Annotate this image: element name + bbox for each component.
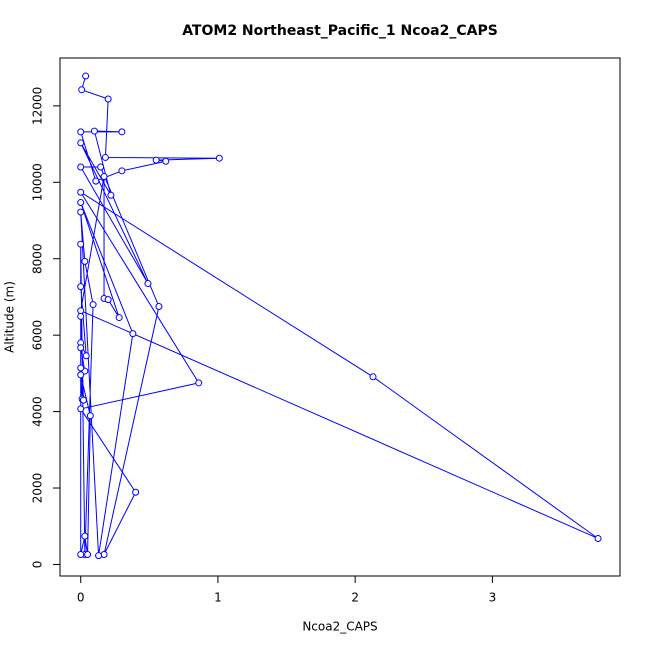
data-point bbox=[104, 296, 112, 304]
data-point bbox=[77, 208, 85, 216]
chart-title: ATOM2 Northeast_Pacific_1 Ncoa2_CAPS bbox=[182, 23, 498, 39]
data-point bbox=[129, 330, 137, 338]
data-point bbox=[100, 551, 108, 559]
data-point bbox=[77, 283, 85, 291]
plot-frame bbox=[59, 57, 621, 577]
x-axis-label: Ncoa2_CAPS bbox=[302, 620, 377, 634]
data-point bbox=[77, 188, 85, 196]
data-point bbox=[118, 128, 126, 136]
data-point bbox=[118, 167, 126, 175]
x-tick-label: 3 bbox=[489, 591, 497, 605]
y-tick-label: 12000 bbox=[31, 87, 45, 125]
data-point bbox=[195, 379, 203, 387]
x-tick-label: 2 bbox=[351, 591, 359, 605]
data-point bbox=[77, 551, 85, 559]
data-point bbox=[81, 257, 89, 265]
y-tick-label: 4000 bbox=[31, 396, 45, 427]
data-point bbox=[162, 157, 170, 165]
data-point bbox=[77, 163, 85, 171]
y-tick-label: 2000 bbox=[31, 473, 45, 504]
data-point bbox=[77, 139, 85, 147]
y-axis-label: Altitude (m) bbox=[3, 281, 17, 353]
data-point bbox=[90, 127, 98, 135]
x-tick-label: 0 bbox=[77, 591, 85, 605]
data-point bbox=[115, 314, 123, 322]
data-point bbox=[594, 534, 602, 542]
data-point bbox=[100, 173, 108, 181]
data-point bbox=[81, 532, 89, 540]
data-point bbox=[77, 364, 85, 372]
data-point bbox=[104, 95, 112, 103]
data-point bbox=[155, 302, 163, 310]
data-point bbox=[79, 396, 87, 404]
data-point bbox=[77, 344, 85, 352]
y-tick-label: 6000 bbox=[31, 320, 45, 351]
y-tick-label: 8000 bbox=[31, 243, 45, 274]
data-point bbox=[86, 412, 94, 420]
data-point bbox=[89, 301, 97, 309]
y-tick-label: 0 bbox=[31, 561, 45, 569]
data-point bbox=[215, 154, 223, 162]
data-point bbox=[84, 551, 92, 559]
data-point bbox=[77, 240, 85, 248]
data-point bbox=[77, 307, 85, 315]
data-point bbox=[82, 352, 90, 360]
data-point bbox=[77, 405, 85, 413]
data-point bbox=[92, 177, 100, 185]
y-tick-label: 10000 bbox=[31, 163, 45, 201]
data-point bbox=[77, 371, 85, 379]
data-point bbox=[97, 163, 105, 171]
data-point bbox=[107, 191, 115, 199]
data-point bbox=[369, 373, 377, 381]
data-point bbox=[82, 72, 90, 80]
data-point bbox=[77, 128, 85, 136]
data-point bbox=[77, 199, 85, 207]
data-point bbox=[144, 280, 152, 288]
data-point bbox=[101, 153, 109, 161]
data-point bbox=[77, 312, 85, 320]
data-point bbox=[132, 488, 140, 496]
data-point bbox=[95, 552, 103, 560]
x-tick-label: 1 bbox=[214, 591, 222, 605]
data-point bbox=[78, 86, 86, 94]
data-point bbox=[152, 156, 160, 164]
